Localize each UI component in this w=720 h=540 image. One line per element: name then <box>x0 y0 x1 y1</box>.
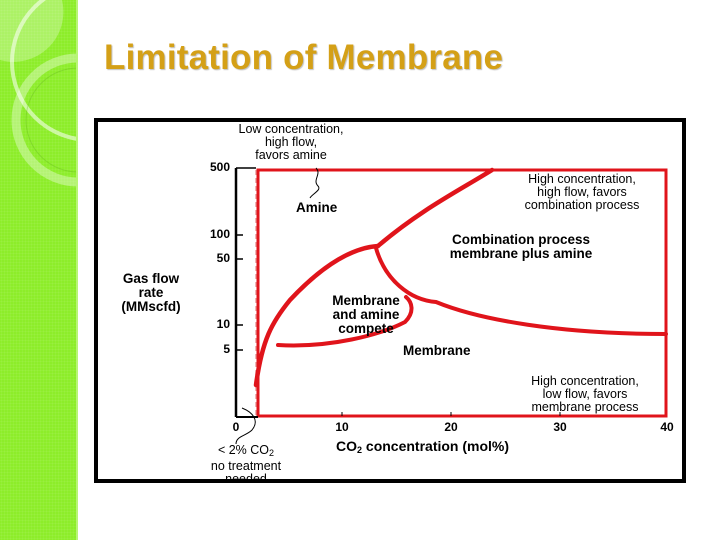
y-tick-label-10: 10 <box>216 317 230 331</box>
y-tick-label-5: 5 <box>223 342 230 356</box>
x-tick-label-20: 20 <box>444 420 458 434</box>
x-tick-label-40: 40 <box>660 420 674 434</box>
region-label-compete: Membrane and amine compete <box>332 293 400 336</box>
x-axis-label: CO2 concentration (mol%) <box>336 438 510 455</box>
note-no-treatment: < 2% CO2 no treatment needed <box>210 443 282 486</box>
combination-boundary-curve <box>374 246 668 336</box>
y-tick-label-500: 500 <box>209 160 230 174</box>
slide-title: Limitation of Membrane <box>104 38 504 77</box>
amine-region-border <box>256 168 492 416</box>
region-label-combination: Combination process membrane plus amine <box>449 232 593 261</box>
sidebar-texture <box>0 0 78 540</box>
x-tick-label-0: 0 <box>232 420 240 434</box>
note-high-conc-low-flow: High concentration, low flow, favors mem… <box>531 374 639 414</box>
decorative-sidebar <box>0 0 78 540</box>
outer-region-border <box>258 168 668 418</box>
x-tick-label-30: 30 <box>553 420 567 434</box>
y-tick-label-100: 100 <box>209 227 230 241</box>
compete-boundary-curve <box>276 295 414 348</box>
note-high-conc-high-flow: High concentration, high flow, favors co… <box>524 172 640 212</box>
chart-frame <box>94 118 686 483</box>
sidebar-circles-decoration <box>0 0 78 187</box>
region-label-membrane: Membrane <box>403 343 471 358</box>
y-tick-label-50: 50 <box>216 251 230 265</box>
region-label-amine: Amine <box>296 200 338 215</box>
note-low-conc-high-flow: Low concentration, high flow, favors ami… <box>238 122 344 162</box>
sidebar-edge <box>76 0 78 540</box>
leader-bottom-left <box>235 407 256 445</box>
amine-boundary-curve <box>253 167 495 388</box>
x-tick-label-10: 10 <box>335 420 349 434</box>
y-axis-label: Gas flow rate (MMscfd) <box>121 271 181 314</box>
leader-top <box>309 167 320 199</box>
